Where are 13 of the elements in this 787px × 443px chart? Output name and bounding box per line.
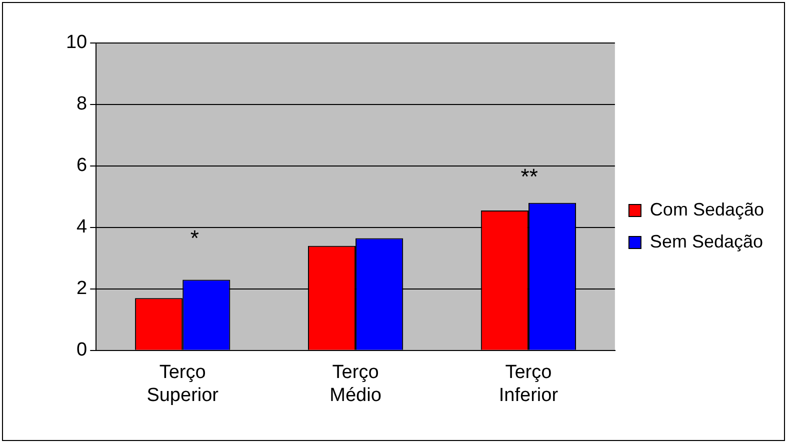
y-tick-label: 6	[76, 155, 88, 176]
x-tick-label: Terço Inferior	[498, 362, 559, 406]
y-tick-label: 0	[76, 340, 88, 361]
legend-label: Sem Sedação	[650, 231, 764, 252]
legend-label: Com Sedação	[650, 199, 764, 220]
y-tick-label: 2	[76, 278, 88, 300]
y-tick-label: 10	[66, 32, 88, 54]
x-tick-label: Terço Superior	[146, 362, 220, 406]
y-tick-label: 8	[76, 94, 88, 115]
y-tick-label: 4	[76, 216, 88, 238]
x-tick-label: Terço Médio	[330, 362, 382, 406]
annotation: **	[520, 164, 538, 190]
annotation: *	[190, 226, 200, 251]
